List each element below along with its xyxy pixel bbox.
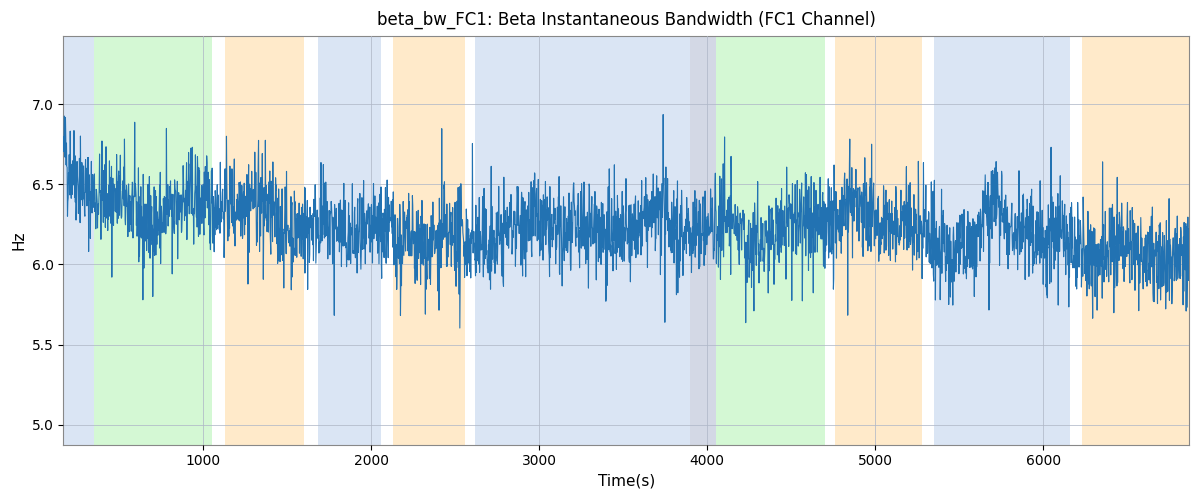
X-axis label: Time(s): Time(s) <box>598 474 655 489</box>
Bar <box>318 36 382 445</box>
Bar <box>1082 36 1189 445</box>
Y-axis label: Hz: Hz <box>11 230 26 250</box>
Bar <box>690 36 715 445</box>
Bar <box>835 36 923 445</box>
Title: beta_bw_FC1: Beta Instantaneous Bandwidth (FC1 Channel): beta_bw_FC1: Beta Instantaneous Bandwidt… <box>377 11 876 30</box>
Bar <box>94 36 211 445</box>
Bar <box>394 36 466 445</box>
Bar <box>934 36 1070 445</box>
Bar <box>715 36 824 445</box>
Bar <box>475 36 690 445</box>
Bar <box>64 36 94 445</box>
Bar <box>226 36 304 445</box>
